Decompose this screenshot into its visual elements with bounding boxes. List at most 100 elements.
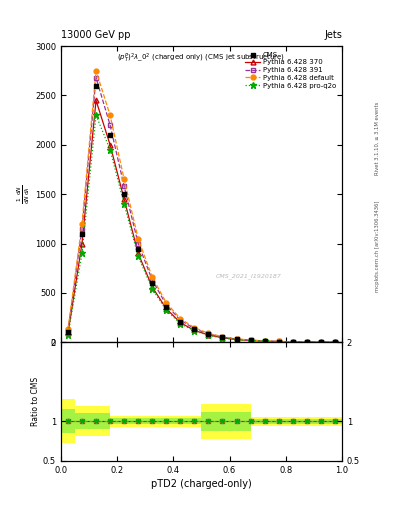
Pythia 6.428 pro-q2o (290, 339, 295, 345)
Bar (61, 410, 75, 433)
Text: $(p_T^P)^2\lambda\_0^2$ (charged only) (CMS jet substructure): $(p_T^P)^2\lambda\_0^2$ (charged only) (… (118, 52, 285, 66)
Pythia 6.428 pro-q2o (178, 321, 183, 327)
Pythia 6.428 391 (318, 339, 323, 345)
Pythia 6.428 pro-q2o (122, 201, 127, 207)
Pythia 6.428 391 (108, 122, 112, 128)
Y-axis label: $\frac{1}{\mathrm{d}N}\frac{\mathrm{d}N}{\mathrm{d}\lambda}$: $\frac{1}{\mathrm{d}N}\frac{\mathrm{d}N}… (16, 184, 32, 204)
Pythia 6.428 default (66, 327, 70, 333)
Pythia 6.428 pro-q2o (318, 339, 323, 345)
Pythia 6.428 370 (276, 338, 281, 345)
Pythia 6.428 391 (94, 75, 98, 81)
Pythia 6.428 391 (150, 277, 154, 283)
Pythia 6.428 391 (290, 339, 295, 345)
Bar (75, 413, 110, 429)
Pythia 6.428 370 (178, 319, 183, 326)
Pythia 6.428 pro-q2o (80, 250, 84, 257)
CMS (107, 131, 113, 139)
Pythia 6.428 default (150, 274, 154, 280)
Pythia 6.428 391 (136, 241, 141, 247)
Pythia 6.428 pro-q2o (206, 332, 211, 338)
CMS (65, 328, 71, 336)
CMS (233, 335, 240, 344)
Pythia 6.428 391 (262, 338, 267, 344)
Bar (110, 416, 202, 427)
Bar (202, 412, 251, 431)
Pythia 6.428 391 (192, 326, 197, 332)
Line: Pythia 6.428 370: Pythia 6.428 370 (66, 98, 337, 345)
Line: Pythia 6.428 pro-q2o: Pythia 6.428 pro-q2o (65, 112, 338, 345)
Text: Jets: Jets (324, 30, 342, 40)
CMS (121, 190, 127, 198)
CMS (93, 81, 99, 90)
Pythia 6.428 pro-q2o (150, 286, 154, 292)
CMS (248, 336, 254, 345)
Pythia 6.428 391 (234, 336, 239, 342)
Pythia 6.428 pro-q2o (192, 328, 197, 334)
Pythia 6.428 default (192, 325, 197, 331)
Pythia 6.428 391 (122, 183, 127, 189)
Pythia 6.428 370 (220, 335, 225, 341)
CMS (332, 338, 338, 346)
Bar (251, 417, 342, 426)
Pythia 6.428 391 (276, 338, 281, 345)
CMS (191, 326, 198, 334)
Pythia 6.428 370 (66, 330, 70, 336)
Pythia 6.428 370 (318, 339, 323, 345)
Pythia 6.428 default (262, 338, 267, 344)
Pythia 6.428 pro-q2o (276, 338, 281, 345)
Pythia 6.428 370 (164, 306, 169, 312)
CMS (290, 338, 296, 346)
Pythia 6.428 pro-q2o (108, 146, 112, 153)
Pythia 6.428 391 (80, 226, 84, 232)
CMS (318, 338, 324, 346)
Pythia 6.428 391 (248, 337, 253, 344)
Pythia 6.428 391 (332, 339, 337, 345)
Bar (202, 404, 251, 439)
Pythia 6.428 default (234, 336, 239, 342)
Pythia 6.428 pro-q2o (234, 336, 239, 343)
CMS (275, 337, 282, 346)
Pythia 6.428 default (80, 221, 84, 227)
Bar (251, 419, 342, 423)
Pythia 6.428 370 (332, 339, 337, 345)
CMS (261, 337, 268, 345)
Pythia 6.428 default (206, 330, 211, 336)
Pythia 6.428 default (108, 112, 112, 118)
Pythia 6.428 370 (305, 339, 309, 345)
Y-axis label: Ratio to CMS: Ratio to CMS (31, 377, 40, 426)
Pythia 6.428 default (220, 334, 225, 340)
Pythia 6.428 370 (262, 338, 267, 344)
CMS (304, 338, 310, 346)
CMS (205, 330, 211, 338)
Pythia 6.428 default (136, 236, 141, 242)
Pythia 6.428 pro-q2o (332, 339, 337, 345)
Text: mcplots.cern.ch [arXiv:1306.3436]: mcplots.cern.ch [arXiv:1306.3436] (375, 200, 380, 291)
Pythia 6.428 370 (122, 196, 127, 202)
Pythia 6.428 370 (290, 339, 295, 345)
Pythia 6.428 391 (164, 302, 169, 308)
Pythia 6.428 default (178, 315, 183, 322)
Pythia 6.428 default (164, 300, 169, 306)
Pythia 6.428 default (305, 339, 309, 345)
Pythia 6.428 default (318, 339, 323, 345)
Pythia 6.428 pro-q2o (262, 338, 267, 344)
Pythia 6.428 default (276, 338, 281, 345)
Pythia 6.428 391 (178, 317, 183, 323)
Bar (61, 399, 75, 443)
Pythia 6.428 default (332, 339, 337, 345)
Pythia 6.428 pro-q2o (220, 335, 225, 341)
Pythia 6.428 pro-q2o (136, 253, 141, 260)
Pythia 6.428 370 (136, 250, 141, 257)
Pythia 6.428 370 (234, 336, 239, 343)
Pythia 6.428 391 (220, 334, 225, 340)
Pythia 6.428 370 (248, 337, 253, 344)
Pythia 6.428 pro-q2o (164, 307, 169, 313)
Bar (75, 406, 110, 436)
CMS (163, 303, 169, 311)
CMS (219, 333, 226, 342)
CMS (177, 317, 184, 326)
Legend: CMS, Pythia 6.428 370, Pythia 6.428 391, Pythia 6.428 default, Pythia 6.428 pro-: CMS, Pythia 6.428 370, Pythia 6.428 391,… (243, 50, 338, 91)
X-axis label: pTD2 (charged-only): pTD2 (charged-only) (151, 479, 252, 489)
Pythia 6.428 370 (206, 332, 211, 338)
Line: Pythia 6.428 default: Pythia 6.428 default (66, 68, 337, 345)
